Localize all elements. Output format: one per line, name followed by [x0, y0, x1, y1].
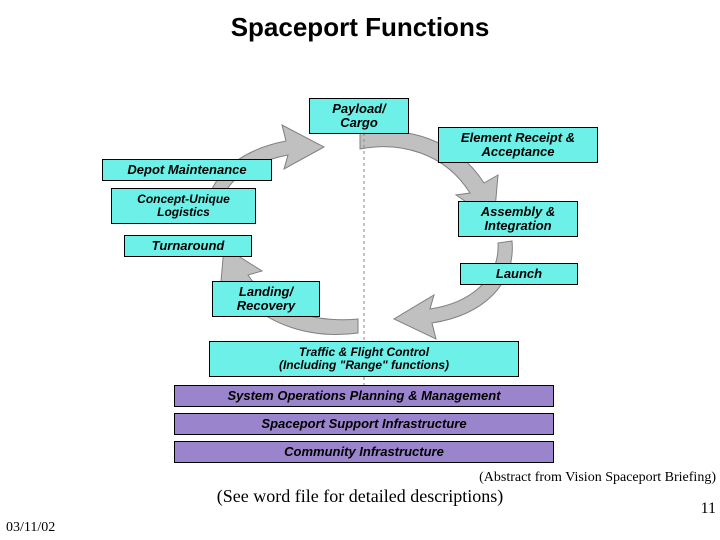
box-support-infra: Spaceport Support Infrastructure	[174, 413, 554, 435]
abstract-note: (Abstract from Vision Spaceport Briefing…	[0, 470, 720, 486]
cycle-arrow-1	[394, 241, 512, 339]
box-traffic: Traffic & Flight Control (Including "Ran…	[209, 341, 519, 377]
box-community-infra: Community Infrastructure	[174, 441, 554, 463]
box-payload: Payload/ Cargo	[309, 98, 409, 134]
footer: (Abstract from Vision Spaceport Briefing…	[0, 470, 720, 507]
see-word-note: (See word file for detailed descriptions…	[0, 486, 720, 507]
box-launch: Launch	[460, 263, 578, 285]
date-label: 03/11/02	[6, 520, 55, 536]
box-depot-maint: Depot Maintenance	[102, 159, 272, 181]
box-turnaround: Turnaround	[124, 235, 252, 257]
box-sys-ops: System Operations Planning & Management	[174, 385, 554, 407]
box-landing: Landing/ Recovery	[212, 281, 320, 317]
box-element-receipt: Element Receipt & Acceptance	[438, 127, 598, 163]
page-title: Spaceport Functions	[0, 0, 720, 43]
page-number: 11	[701, 500, 716, 518]
box-assembly: Assembly & Integration	[458, 201, 578, 237]
box-concept-logistics: Concept-Unique Logistics	[111, 188, 256, 224]
diagram-area: Payload/ Cargo Element Receipt & Acceptan…	[0, 43, 720, 423]
